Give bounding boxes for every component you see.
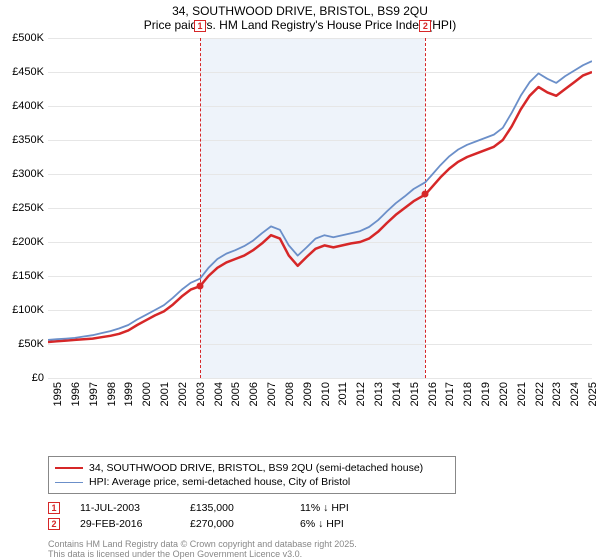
x-axis-label: 2016	[427, 382, 439, 406]
x-axis-label: 2013	[373, 382, 385, 406]
sale-date: 11-JUL-2003	[80, 502, 170, 514]
chart-lines	[48, 38, 592, 378]
x-axis-label: 2001	[159, 382, 171, 406]
series-price_paid	[48, 72, 592, 342]
x-axis-label: 2008	[284, 382, 296, 406]
y-axis-label: £100K	[2, 304, 44, 316]
y-axis-label: £400K	[2, 100, 44, 112]
sale-index-box: 2	[48, 518, 60, 530]
footer-line2: This data is licensed under the Open Gov…	[48, 550, 357, 560]
x-axis-label: 1999	[123, 382, 135, 406]
title-address: 34, SOUTHWOOD DRIVE, BRISTOL, BS9 2QU	[0, 4, 600, 18]
x-axis-label: 2024	[569, 382, 581, 406]
sale-hpi-delta: 11% ↓ HPI	[300, 502, 390, 514]
x-axis-label: 2014	[391, 382, 403, 406]
legend-swatch	[55, 467, 83, 469]
legend: 34, SOUTHWOOD DRIVE, BRISTOL, BS9 2QU (s…	[48, 456, 456, 494]
y-axis-label: £350K	[2, 134, 44, 146]
x-axis-label: 2022	[534, 382, 546, 406]
x-axis-label: 2023	[551, 382, 563, 406]
x-axis-label: 2011	[337, 382, 349, 406]
sale-index-box: 1	[48, 502, 60, 514]
plot-area: 12	[48, 38, 592, 378]
y-axis-label: £150K	[2, 270, 44, 282]
sale-price: £135,000	[190, 502, 280, 514]
sale-point	[422, 191, 429, 198]
sale-price: £270,000	[190, 518, 280, 530]
chart-title: 34, SOUTHWOOD DRIVE, BRISTOL, BS9 2QU Pr…	[0, 0, 600, 34]
sale-hpi-delta: 6% ↓ HPI	[300, 518, 390, 530]
sale-row: 1 11-JUL-2003 £135,000 11% ↓ HPI	[48, 500, 390, 516]
legend-item: 34, SOUTHWOOD DRIVE, BRISTOL, BS9 2QU (s…	[55, 461, 449, 475]
y-axis-label: £300K	[2, 168, 44, 180]
y-axis-label: £450K	[2, 66, 44, 78]
x-axis-label: 2004	[213, 382, 225, 406]
chart: 12 £0 £50K £100K £150K £200K £250K £300K £350K £…	[0, 38, 600, 418]
y-axis-label: £250K	[2, 202, 44, 214]
x-axis-label: 2019	[480, 382, 492, 406]
series-hpi	[48, 61, 592, 340]
y-axis-label: £50K	[2, 338, 44, 350]
legend-swatch	[55, 482, 83, 483]
x-axis-label: 1998	[106, 382, 118, 406]
x-axis-label: 2007	[266, 382, 278, 406]
sale-row: 2 29-FEB-2016 £270,000 6% ↓ HPI	[48, 516, 390, 532]
legend-label: 34, SOUTHWOOD DRIVE, BRISTOL, BS9 2QU (s…	[89, 462, 423, 474]
y-axis-label: £0	[2, 372, 44, 384]
sale-date: 29-FEB-2016	[80, 518, 170, 530]
x-axis-label: 2012	[355, 382, 367, 406]
x-axis-label: 2018	[462, 382, 474, 406]
x-axis-label: 2020	[498, 382, 510, 406]
x-axis-label: 2003	[195, 382, 207, 406]
sales-table: 1 11-JUL-2003 £135,000 11% ↓ HPI 2 29-FEB-201…	[48, 500, 390, 532]
x-axis-label: 2010	[320, 382, 332, 406]
x-axis-label: 2017	[444, 382, 456, 406]
legend-item: HPI: Average price, semi-detached house,…	[55, 475, 449, 489]
attribution-footer: Contains HM Land Registry data © Crown c…	[48, 540, 357, 560]
sale-point	[196, 283, 203, 290]
y-gridline	[48, 378, 592, 379]
x-axis-label: 2015	[409, 382, 421, 406]
x-axis-label: 2021	[516, 382, 528, 406]
x-axis-label: 2000	[141, 382, 153, 406]
y-axis-label: £500K	[2, 32, 44, 44]
x-axis-label: 2025	[587, 382, 599, 406]
legend-label: HPI: Average price, semi-detached house,…	[89, 476, 350, 488]
x-axis-label: 2009	[302, 382, 314, 406]
x-axis-label: 2005	[230, 382, 242, 406]
x-axis-label: 2006	[248, 382, 260, 406]
x-axis-label: 2002	[177, 382, 189, 406]
x-axis-label: 1997	[88, 382, 100, 406]
x-axis-label: 1996	[70, 382, 82, 406]
title-subtitle: Price paid vs. HM Land Registry's House …	[0, 18, 600, 32]
sale-marker: 2	[419, 20, 431, 32]
x-axis-label: 1995	[52, 382, 64, 406]
sale-marker: 1	[194, 20, 206, 32]
y-axis-label: £200K	[2, 236, 44, 248]
